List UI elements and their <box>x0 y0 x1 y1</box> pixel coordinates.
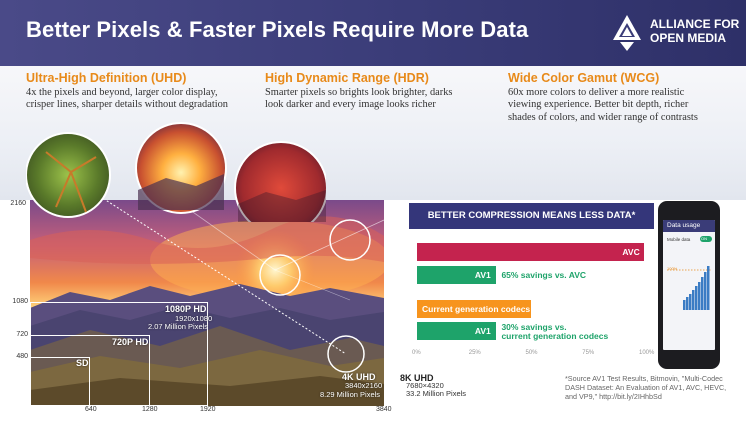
x-tick-3840: 3840 <box>376 406 392 413</box>
phone-level-label: 100% <box>667 266 678 271</box>
8k-details: 7680×4320 33.2 Million Pixels <box>406 381 467 398</box>
wcg-description: 60x more colors to deliver a more realis… <box>508 87 698 123</box>
uhd-title: Ultra-High Definition (UHD) <box>26 71 187 85</box>
phone-screen: Data usage Mobile data ON 100% <box>663 220 715 350</box>
sd-label: SD <box>76 358 89 368</box>
4k-dims: 3840x2160 <box>345 381 383 390</box>
aom-logo-icon <box>613 15 641 51</box>
chart-title: BETTER COMPRESSION MEANS LESS DATA* <box>409 203 654 229</box>
hdr-description: Smarter pixels so brights look brighter,… <box>265 87 453 111</box>
x-tick-1280: 1280 <box>142 406 158 413</box>
res-box-sd <box>30 357 90 406</box>
uhd-description: 4x the pixels and beyond, larger color d… <box>26 87 228 111</box>
y-tick-720: 720 <box>16 331 28 338</box>
zoom-circles <box>26 122 326 222</box>
x-tick-1920: 1920 <box>200 406 216 413</box>
x-tick-640: 640 <box>85 406 97 413</box>
hdr-title: High Dynamic Range (HDR) <box>265 71 429 85</box>
1080p-dims: 1920x1080 <box>175 314 213 323</box>
y-tick-1080: 1080 <box>12 298 28 305</box>
4k-pixels: 8.29 Million Pixels <box>320 390 381 399</box>
source-footnote: *Source AV1 Test Results, Bitmovin, "Mul… <box>565 374 727 401</box>
phone-title: Data usage <box>667 222 701 229</box>
y-tick-480: 480 <box>16 353 28 360</box>
wcg-title: Wide Color Gamut (WCG) <box>508 71 660 85</box>
8k-label: 8K UHD <box>400 373 434 383</box>
720p-label: 720P HD <box>112 337 149 347</box>
features-band <box>0 66 746 200</box>
mobile-data-toggle[interactable]: ON <box>700 236 712 242</box>
y-tick-2160: 2160 <box>10 200 26 207</box>
1080p-label: 1080P HD <box>165 304 207 314</box>
1080p-pixels: 2.07 Million Pixels <box>148 322 209 331</box>
4k-label: 4K UHD <box>342 372 376 382</box>
page-title: Better Pixels & Faster Pixels Require Mo… <box>26 17 529 42</box>
logo-text: ALLIANCE FOR OPEN MEDIA <box>650 17 740 45</box>
phone-row-label: Mobile data <box>667 237 691 242</box>
